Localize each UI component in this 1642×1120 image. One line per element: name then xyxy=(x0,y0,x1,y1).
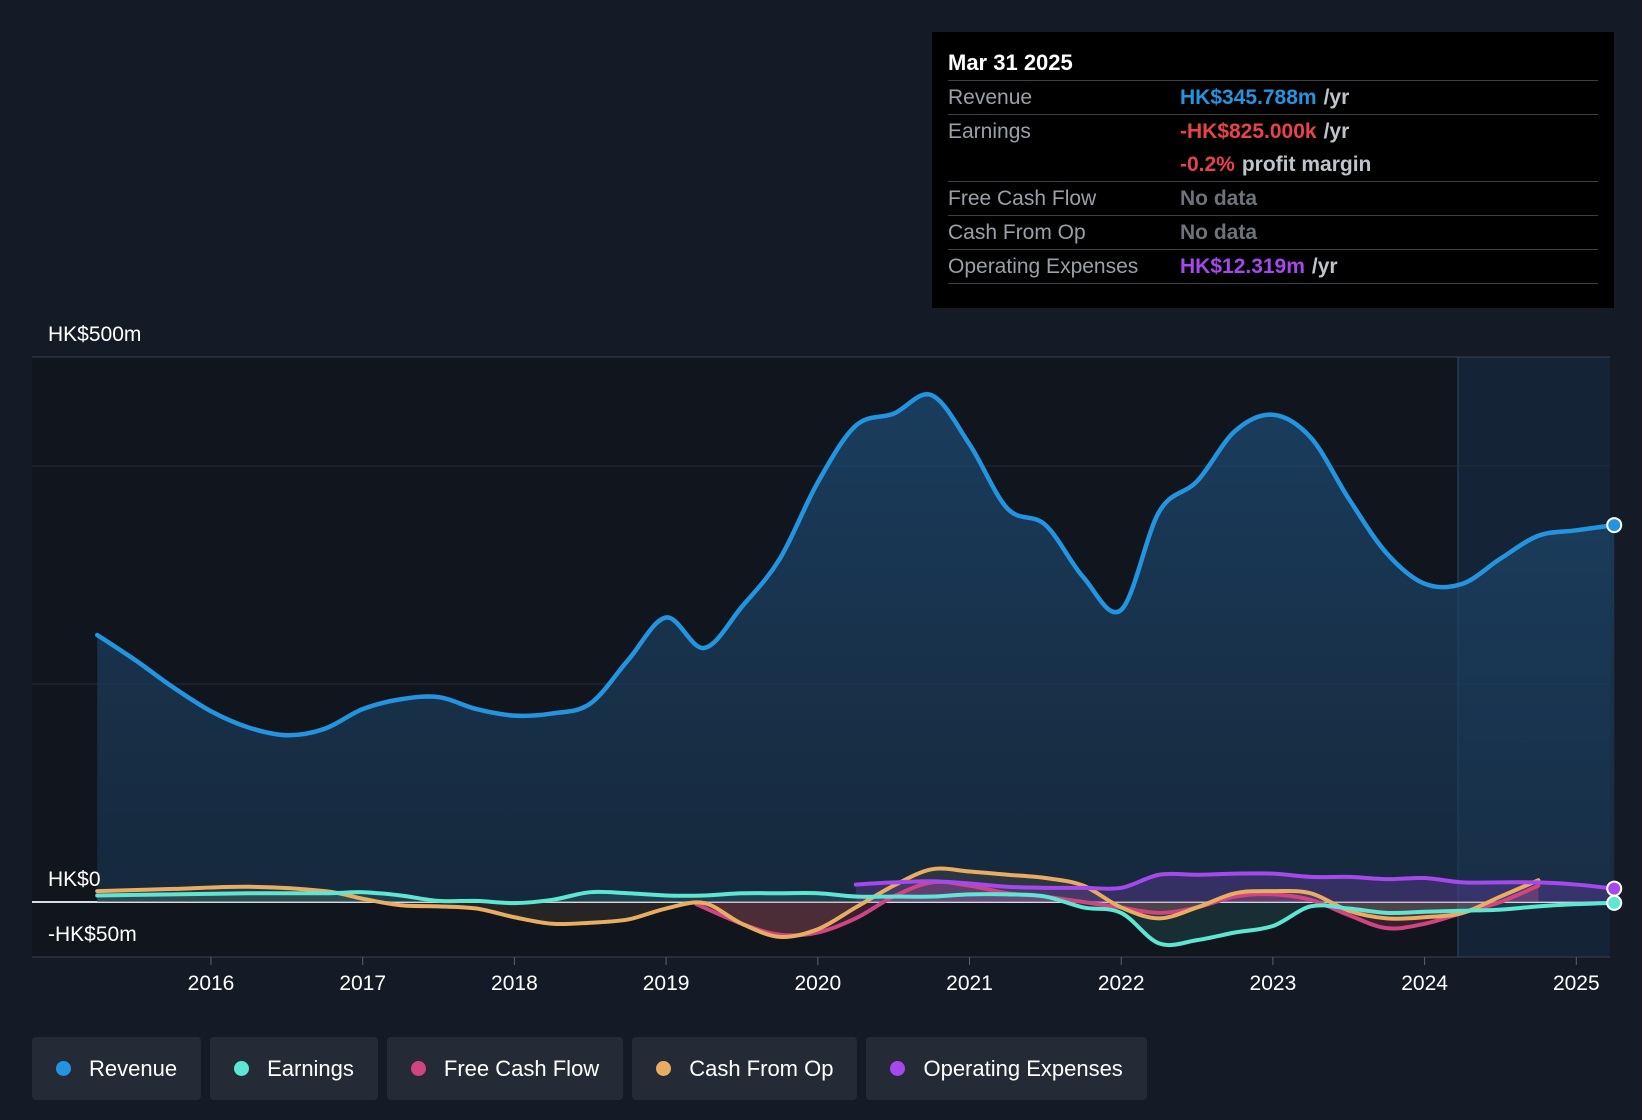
legend-dot-icon xyxy=(56,1061,71,1076)
tooltip-unit: /yr xyxy=(1311,255,1338,278)
x-tick-label: 2023 xyxy=(1250,972,1297,995)
tooltip-row-operating-expenses: Operating Expenses HK$12.319m /yr xyxy=(948,249,1598,283)
tooltip-label xyxy=(948,148,1180,181)
tooltip-label: Cash From Op xyxy=(948,221,1086,244)
x-tick-label: 2021 xyxy=(946,972,993,995)
legend-label: Free Cash Flow xyxy=(443,1055,600,1081)
x-axis: 2016 2017 2018 2019 2020 2021 2022 2023 2024 2025 xyxy=(188,957,1600,995)
legend-label: Operating Expenses xyxy=(923,1055,1123,1081)
x-tick-label: 2019 xyxy=(643,972,690,995)
tooltip-value: No data xyxy=(1180,187,1258,210)
tooltip-row-free-cash-flow: Free Cash Flow No data xyxy=(948,181,1598,215)
tooltip-label: Free Cash Flow xyxy=(948,187,1097,210)
tooltip-value: HK$345.788m xyxy=(1180,86,1317,109)
area-revenue xyxy=(97,394,1615,902)
tooltip-panel: Mar 31 2025 Revenue HK$345.788m /yr Earn… xyxy=(932,32,1614,308)
legend-item-cash-from-op[interactable]: Cash From Op xyxy=(632,1037,858,1100)
tooltip-bottom-rule xyxy=(948,283,1598,284)
y-label-top: HK$500m xyxy=(48,323,141,346)
tooltip-unit: /yr xyxy=(1323,86,1350,109)
legend-dot-icon xyxy=(410,1061,426,1076)
legend-label: Revenue xyxy=(89,1055,178,1081)
tooltip-label: Revenue xyxy=(948,86,1033,109)
x-tick-label: 2025 xyxy=(1553,972,1600,995)
tooltip-value: No data xyxy=(1180,221,1258,244)
legend-label: Cash From Op xyxy=(689,1055,834,1081)
y-label-zero: HK$0 xyxy=(48,868,101,891)
series-lines xyxy=(94,392,1617,948)
x-tick-label: 2022 xyxy=(1098,972,1145,995)
tooltip-value: HK$12.319m xyxy=(1180,255,1305,278)
tooltip-value: -HK$825.000k xyxy=(1180,120,1317,143)
tooltip-row-profit-margin: -0.2% profit margin xyxy=(948,148,1598,181)
tooltip-date: Mar 31 2025 xyxy=(948,50,1073,75)
tooltip-label: Operating Expenses xyxy=(948,255,1139,278)
legend-item-earnings[interactable]: Earnings xyxy=(210,1037,378,1100)
legend-label: Earnings xyxy=(267,1055,354,1081)
line-chart: 2016 2017 2018 2019 2020 2021 2022 2023 2024 2025… xyxy=(32,323,1623,995)
tooltip-label: Earnings xyxy=(948,120,1031,143)
tooltip-unit: profit margin xyxy=(1241,153,1372,176)
line-earnings xyxy=(95,889,1617,948)
x-tick-label: 2016 xyxy=(188,972,235,995)
x-tick-label: 2020 xyxy=(794,972,841,995)
tooltip-row-cash-from-op: Cash From Op No data xyxy=(948,215,1598,249)
legend-dot-icon xyxy=(656,1061,672,1076)
tooltip-row-revenue: Revenue HK$345.788m /yr xyxy=(948,80,1598,114)
endpoint-revenue xyxy=(1606,517,1623,534)
area-cash-from-op xyxy=(97,868,1539,938)
line-operating-expenses xyxy=(853,871,1617,891)
y-label-bottom: -HK$50m xyxy=(48,923,137,946)
series-endpoints xyxy=(1606,517,1623,911)
endpoint-operating-expenses xyxy=(1606,880,1623,897)
legend-item-operating-expenses[interactable]: Operating Expenses xyxy=(866,1037,1147,1100)
endpoint-earnings xyxy=(1606,894,1623,911)
x-tick-label: 2017 xyxy=(339,972,386,995)
x-tick-label: 2018 xyxy=(491,972,538,995)
tooltip-row-earnings: Earnings -HK$825.000k /yr xyxy=(948,114,1598,148)
tooltip-unit: /yr xyxy=(1323,120,1350,143)
line-cash-from-op xyxy=(95,866,1541,940)
legend-dot-icon xyxy=(890,1061,906,1076)
legend-item-free-cash-flow[interactable]: Free Cash Flow xyxy=(386,1037,624,1100)
x-tick-label: 2024 xyxy=(1401,972,1448,995)
legend-dot-icon xyxy=(234,1061,250,1076)
legend-item-revenue[interactable]: Revenue xyxy=(32,1037,202,1100)
legend: Revenue Earnings Free Cash Flow Cash Fro… xyxy=(32,1037,1147,1100)
line-revenue xyxy=(94,392,1617,738)
tooltip-value: -0.2% xyxy=(1180,153,1235,176)
